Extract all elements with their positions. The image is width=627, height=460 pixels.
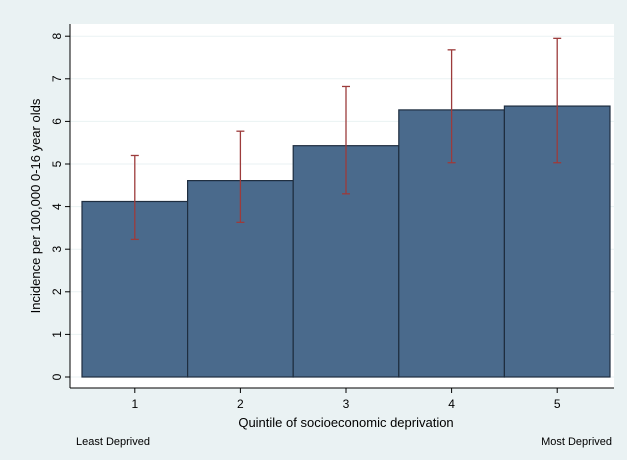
x-tick-label: 5	[554, 397, 561, 411]
x-tick-label: 2	[237, 397, 244, 411]
x-tick-label: 4	[448, 397, 455, 411]
y-axis-label: Incidence per 100,000 0-16 year olds	[28, 98, 43, 313]
annotation-least-deprived: Least Deprived	[76, 436, 150, 448]
y-tick-label: 4	[50, 203, 64, 210]
y-tick-label: 5	[50, 160, 64, 167]
y-tick-label: 2	[50, 288, 64, 295]
error-bar-4	[447, 49, 456, 164]
error-bar-1	[130, 154, 139, 241]
y-tick-label: 0	[50, 373, 64, 380]
x-axis-label: Quintile of socioeconomic deprivation	[238, 415, 453, 430]
error-bar-3	[342, 85, 350, 195]
x-tick-label: 3	[343, 397, 350, 411]
annotation-most-deprived: Most Deprived	[541, 436, 612, 448]
y-axis: 0 1 2 3 4 5 6 7 8	[50, 24, 71, 388]
y-tick-label: 6	[50, 118, 64, 125]
y-tick-label: 1	[50, 331, 64, 338]
error-bar-5	[553, 37, 562, 164]
y-tick-label: 8	[50, 33, 64, 40]
x-tick-label: 1	[131, 397, 138, 411]
y-tick-label: 3	[50, 246, 64, 253]
y-tick-label: 7	[50, 75, 64, 82]
x-axis: 1 2 3 4 5	[70, 387, 614, 411]
error-bar-2	[236, 130, 245, 224]
error-bars	[130, 37, 562, 241]
